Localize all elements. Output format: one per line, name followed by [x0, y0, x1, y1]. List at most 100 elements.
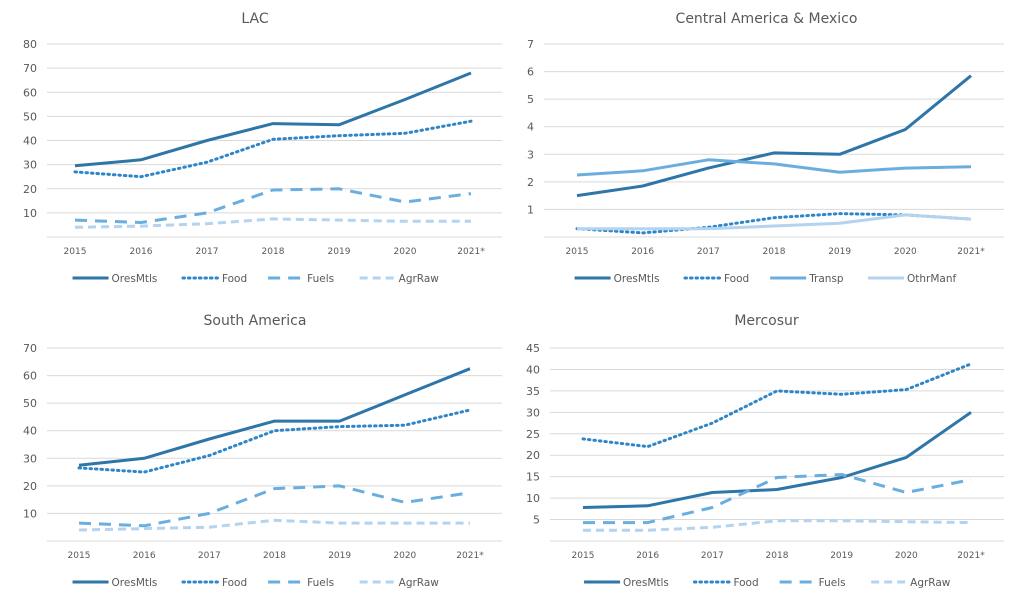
y-tick-label: 40	[23, 135, 37, 148]
series-line-transp	[576, 158, 972, 177]
chart-central-america-mexico: Central America & Mexico 1 2 3 4 5 6 7 2015 2016 2…	[510, 0, 1020, 300]
series-line-food	[581, 362, 973, 449]
x-tick-label: 2018	[763, 247, 786, 257]
legend-label: Food	[222, 273, 247, 285]
legend-item-food: Food	[181, 577, 247, 589]
legend-item-agrraw: AgrRaw	[359, 577, 440, 589]
legend-item-transp: Transp	[770, 273, 844, 285]
legend-item-oresmtls: OresMtls	[72, 273, 158, 285]
x-tick-label: 2019	[328, 247, 351, 257]
x-tick-label: 2015	[68, 551, 91, 561]
x-tick-label: 2021*	[456, 551, 484, 561]
x-tick-label: 2015	[572, 551, 595, 561]
chart-title: Central America & Mexico	[676, 11, 858, 27]
chart-title: South America	[204, 313, 307, 329]
y-tick-label: 5	[527, 93, 534, 106]
y-tick-label: 25	[526, 428, 540, 441]
x-tick-label: 2020	[393, 551, 416, 561]
x-tick-label: 2017	[701, 551, 724, 561]
series-line-food	[73, 119, 473, 179]
legend-label: Food	[222, 577, 247, 589]
legend-label: Fuels	[307, 577, 334, 589]
series-line-fuels	[78, 484, 471, 528]
y-tick-label: 20	[23, 183, 37, 196]
chart-title: Mercosur	[734, 313, 799, 329]
y-tick-label: 2	[527, 176, 534, 189]
chart-south-america: South America 10 20 30 40 50 60 70 2015 2016 2017 2…	[0, 302, 510, 602]
legend-label: Fuels	[307, 273, 334, 285]
y-tick-label: 80	[23, 38, 37, 51]
legend-item-fuels: Fuels	[268, 577, 334, 589]
legend-label: AgrRaw	[399, 577, 440, 589]
y-tick-label: 30	[23, 452, 37, 465]
legend-item-fuels: Fuels	[268, 273, 334, 285]
y-tick-label: 70	[23, 62, 37, 75]
chart-lac: LAC 10 20 30 40 50 60 70 80 2015 2016 2017 2018 2019 2…	[0, 0, 510, 300]
x-tick-label: 2017	[196, 247, 219, 257]
y-tick-label: 15	[526, 471, 540, 484]
legend-item-oresmtls: OresMtls	[584, 577, 669, 589]
chart-svg: Mercosur 5 10 15 20 25 30 35 40 45 2015 2016 2017 201…	[526, 313, 1004, 589]
x-tick-label: 2020	[894, 247, 917, 257]
legend-label: OresMtls	[623, 577, 669, 589]
y-tick-label: 10	[23, 207, 37, 220]
x-tick-label: 2016	[636, 551, 659, 561]
y-tick-label: 30	[23, 159, 37, 172]
y-tick-label: 70	[23, 342, 37, 355]
chart-svg: LAC 10 20 30 40 50 60 70 80 2015 2016 2017 2018 2019 2…	[23, 11, 502, 285]
y-tick-label: 40	[526, 363, 540, 376]
y-tick-label: 30	[526, 406, 540, 419]
series-line-agrraw	[74, 217, 471, 229]
x-tick-label: 2015	[566, 247, 589, 257]
x-tick-label: 2021*	[457, 247, 485, 257]
y-tick-label: 7	[527, 38, 534, 51]
y-tick-label: 10	[526, 492, 540, 505]
series-line-oresmtls	[74, 71, 472, 168]
x-tick-label: 2018	[262, 247, 285, 257]
y-tick-label: 50	[23, 110, 37, 123]
legend-item-oresmtls: OresMtls	[574, 273, 659, 285]
y-tick-label: 6	[527, 66, 534, 79]
x-tick-label: 2017	[198, 551, 221, 561]
legend-item-food: Food	[692, 577, 759, 589]
y-tick-label: 5	[533, 514, 540, 527]
legend-label: AgrRaw	[399, 273, 440, 285]
series-line-oresmtls	[576, 74, 972, 198]
x-tick-label: 2015	[64, 247, 87, 257]
x-tick-label: 2018	[766, 551, 789, 561]
legend-item-oresmtls: OresMtls	[72, 577, 158, 589]
x-tick-label: 2016	[133, 551, 156, 561]
y-tick-label: 10	[23, 507, 37, 520]
chart-title: LAC	[241, 11, 268, 27]
series-line-agrraw	[78, 518, 470, 532]
x-tick-label: 2016	[631, 247, 654, 257]
x-tick-label: 2016	[130, 247, 153, 257]
x-tick-label: 2019	[830, 551, 853, 561]
legend-item-food: Food	[683, 273, 749, 285]
chart-mercosur: Mercosur 5 10 15 20 25 30 35 40 45 2015 2016 2017 201…	[510, 302, 1020, 602]
chart-svg: South America 10 20 30 40 50 60 70 2015 2016 2017 2…	[23, 313, 502, 589]
series-line-fuels	[583, 473, 972, 525]
y-tick-label: 40	[23, 425, 37, 438]
series-line-agrraw	[583, 519, 972, 532]
x-tick-label: 2019	[828, 247, 851, 257]
legend-label: Food	[724, 273, 749, 285]
legend-label: OresMtls	[112, 577, 158, 589]
legend-label: OresMtls	[112, 273, 158, 285]
y-tick-label: 3	[527, 148, 534, 161]
x-tick-label: 2021*	[957, 551, 985, 561]
x-tick-label: 2019	[328, 551, 351, 561]
y-tick-label: 4	[527, 121, 534, 134]
y-tick-label: 1	[527, 203, 534, 216]
y-tick-label: 60	[23, 370, 37, 383]
x-tick-label: 2018	[263, 551, 286, 561]
series-line-oresmtls	[78, 367, 471, 467]
legend-label: OthrManf	[907, 273, 957, 285]
legend-label: Food	[733, 577, 758, 589]
legend-label: Transp	[808, 273, 844, 285]
series-line-food	[77, 408, 472, 474]
y-tick-label: 50	[23, 397, 37, 410]
y-tick-label: 60	[23, 86, 37, 99]
x-tick-label: 2021*	[957, 247, 985, 257]
series-line-oresmtls	[582, 411, 972, 509]
